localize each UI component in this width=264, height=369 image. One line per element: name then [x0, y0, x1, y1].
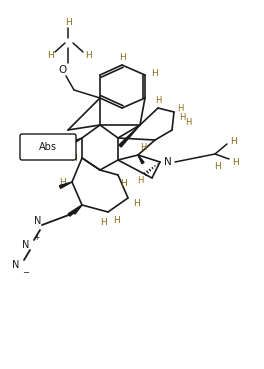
Text: H: H — [179, 113, 185, 121]
Text: H: H — [140, 142, 146, 152]
Text: H: H — [177, 103, 183, 113]
Polygon shape — [138, 155, 144, 164]
Text: Abs: Abs — [39, 142, 57, 152]
Text: H: H — [119, 52, 125, 62]
Text: N: N — [164, 157, 172, 167]
Text: H: H — [100, 217, 106, 227]
Polygon shape — [119, 125, 140, 147]
FancyBboxPatch shape — [20, 134, 76, 160]
Text: −: − — [22, 269, 30, 277]
Text: H: H — [47, 51, 53, 59]
Text: H: H — [133, 199, 139, 207]
Text: H: H — [151, 69, 157, 77]
Text: H: H — [185, 117, 191, 127]
Text: H: H — [120, 179, 126, 187]
Text: H: H — [113, 215, 119, 224]
Text: H: H — [137, 176, 143, 184]
Text: N: N — [22, 240, 30, 250]
Text: N: N — [34, 216, 42, 226]
Text: H: H — [85, 51, 91, 59]
Text: H: H — [70, 154, 76, 162]
Text: +: + — [33, 232, 39, 241]
Text: H: H — [59, 177, 65, 186]
Text: H: H — [232, 158, 238, 166]
Polygon shape — [59, 182, 72, 189]
Text: H: H — [230, 137, 236, 145]
Text: H: H — [214, 162, 220, 170]
Polygon shape — [71, 138, 82, 144]
Polygon shape — [73, 205, 82, 214]
Text: H: H — [155, 96, 161, 104]
Polygon shape — [68, 205, 82, 216]
Text: O: O — [58, 65, 66, 75]
Text: H: H — [65, 17, 71, 27]
Text: N: N — [12, 260, 20, 270]
